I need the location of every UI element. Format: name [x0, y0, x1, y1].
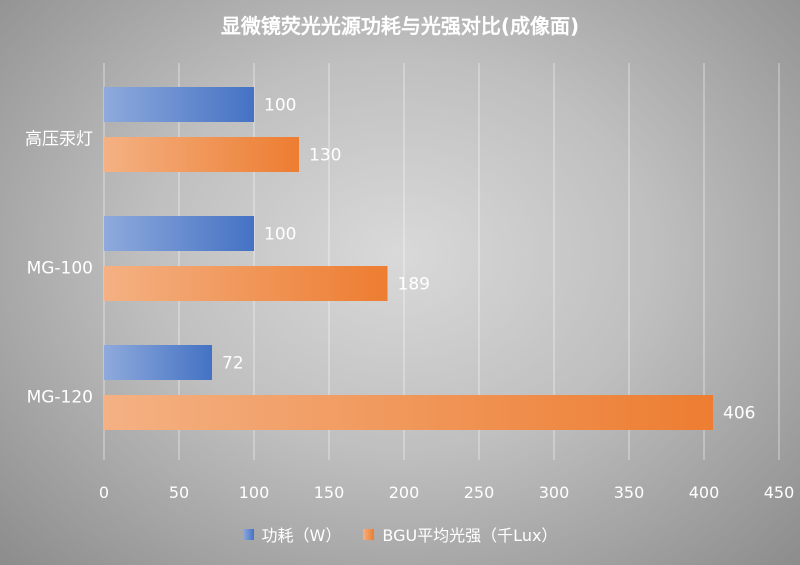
legend-item-intensity[interactable]: BGU平均光强（千Lux） — [363, 522, 557, 546]
x-tick-label: 200 — [389, 483, 420, 502]
x-tick-label: 300 — [539, 483, 570, 502]
bar-intensity-0 — [104, 137, 299, 172]
legend-label-intensity: BGU平均光强（千Lux） — [382, 526, 558, 545]
data-label-intensity-1: 189 — [398, 275, 430, 295]
x-tick-label: 0 — [99, 483, 109, 502]
data-label-intensity-0: 130 — [309, 146, 341, 166]
x-tick-label: 400 — [689, 483, 720, 502]
x-tick-label: 250 — [464, 483, 495, 502]
data-labels: 100 130 100 189 72 406 — [222, 96, 755, 424]
category-label: MG-100 — [27, 259, 93, 279]
grid-lines — [103, 63, 780, 460]
x-tick-label: 150 — [314, 483, 345, 502]
bar-power-2 — [104, 345, 212, 380]
x-tick-label: 350 — [614, 483, 645, 502]
legend-label-power: 功耗（W） — [261, 526, 342, 545]
bars — [104, 87, 713, 430]
bar-intensity-1 — [104, 266, 388, 301]
x-tick-label: 50 — [169, 483, 189, 502]
data-label-intensity-2: 406 — [723, 404, 755, 424]
bar-power-0 — [104, 87, 254, 122]
category-label: MG-120 — [27, 388, 93, 408]
legend-swatch-power — [242, 528, 254, 540]
legend-item-power[interactable]: 功耗（W） — [242, 522, 342, 546]
x-tick-label: 100 — [239, 483, 270, 502]
axes: 0 50 100 150 200 250 300 350 400 450 高压汞灯 MG-100 MG-… — [25, 130, 794, 503]
legend-swatch-intensity — [363, 528, 375, 540]
bar-power-1 — [104, 216, 254, 251]
x-tick-label: 450 — [764, 483, 795, 502]
data-label-power-1: 100 — [264, 225, 296, 245]
legend: 功耗（W） BGU平均光强（千Lux） — [0, 522, 800, 546]
bar-intensity-2 — [104, 395, 713, 430]
chart-title: 显微镜荧光光源功耗与光强对比(成像面) — [220, 14, 580, 38]
data-label-power-2: 72 — [222, 354, 244, 374]
data-label-power-0: 100 — [264, 96, 296, 116]
category-label: 高压汞灯 — [25, 130, 93, 150]
